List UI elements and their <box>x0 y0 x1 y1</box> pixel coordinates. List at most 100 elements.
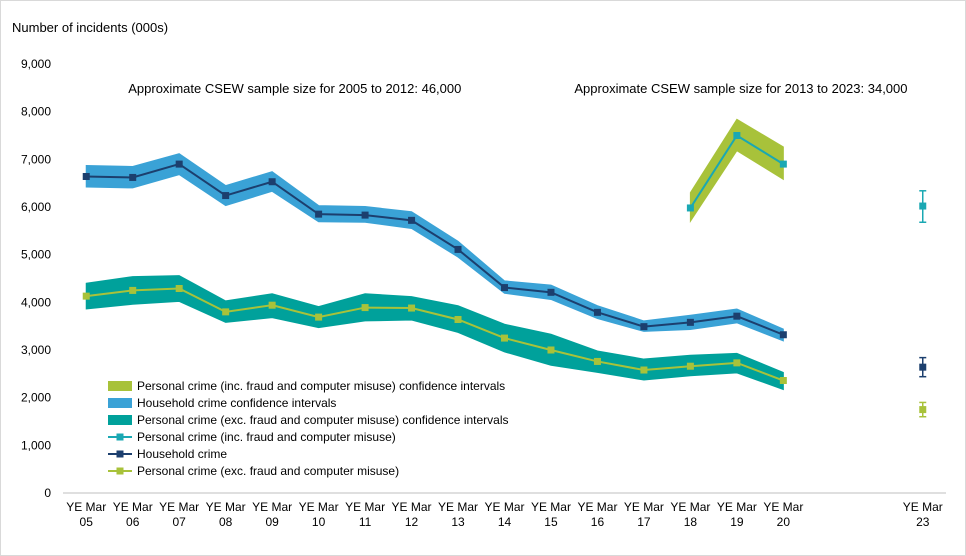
legend-swatch <box>108 415 132 425</box>
x-tick-label: YE Mar <box>159 500 199 514</box>
x-tick-label: YE Mar <box>66 500 106 514</box>
confidence-band <box>689 118 784 223</box>
data-point <box>733 312 741 320</box>
y-tick-label: 9,000 <box>21 57 51 71</box>
legend-swatch-marker <box>116 450 124 458</box>
y-tick-label: 1,000 <box>21 438 51 452</box>
data-point <box>175 160 183 168</box>
data-point <box>222 192 230 200</box>
x-tick-label: 09 <box>265 515 279 529</box>
data-point <box>686 362 694 370</box>
legend-swatch <box>108 381 132 391</box>
data-point <box>268 178 276 186</box>
data-point <box>686 318 694 326</box>
sample-size-annotation: Approximate CSEW sample size for 2005 to… <box>128 81 461 96</box>
data-point <box>640 323 648 331</box>
x-tick-label: 10 <box>312 515 326 529</box>
data-point <box>593 308 601 316</box>
confidence-band <box>85 153 784 342</box>
y-tick-label: 0 <box>44 486 51 500</box>
x-tick-label: 17 <box>637 515 651 529</box>
data-point <box>779 377 787 385</box>
confidence-band <box>85 275 784 391</box>
data-point <box>501 284 508 292</box>
data-point <box>454 245 462 253</box>
x-tick-label: 16 <box>591 515 605 529</box>
legend-label: Personal crime (exc. fraud and computer … <box>137 413 509 427</box>
data-point <box>919 406 927 414</box>
data-point <box>919 202 927 210</box>
x-tick-label: YE Mar <box>113 500 153 514</box>
data-point <box>408 216 416 224</box>
x-tick-label: 15 <box>544 515 558 529</box>
x-tick-label: YE Mar <box>531 500 571 514</box>
legend-swatch-marker <box>116 433 124 441</box>
x-tick-label: 13 <box>451 515 465 529</box>
data-point <box>315 210 323 218</box>
sample-size-annotation: Approximate CSEW sample size for 2013 to… <box>574 81 907 96</box>
y-tick-label: 5,000 <box>21 248 51 262</box>
x-tick-label: YE Mar <box>903 500 943 514</box>
x-tick-label: YE Mar <box>206 500 246 514</box>
annotations: Approximate CSEW sample size for 2005 to… <box>128 81 907 96</box>
x-tick-label: 05 <box>80 515 94 529</box>
data-point <box>361 211 369 219</box>
confidence-bands <box>85 118 784 391</box>
data-point <box>222 308 230 316</box>
data-series <box>82 132 927 418</box>
x-tick-label: YE Mar <box>484 500 524 514</box>
x-tick-label: 07 <box>173 515 187 529</box>
data-point <box>408 304 416 312</box>
x-tick-label: 06 <box>126 515 140 529</box>
series-line <box>86 163 784 336</box>
x-tick-label: YE Mar <box>345 500 385 514</box>
series-line <box>86 287 784 382</box>
legend-label: Household crime confidence intervals <box>137 396 336 410</box>
x-tick-label: YE Mar <box>577 500 617 514</box>
y-tick-label: 7,000 <box>21 152 51 166</box>
x-tick-label: YE Mar <box>392 500 432 514</box>
data-point <box>547 288 555 296</box>
y-axis-title: Number of incidents (000s) <box>12 20 168 35</box>
data-point <box>82 292 90 300</box>
data-point <box>129 173 137 181</box>
data-point <box>175 285 183 293</box>
y-tick-label: 3,000 <box>21 343 51 357</box>
x-tick-label: YE Mar <box>763 500 803 514</box>
data-point <box>547 346 555 354</box>
x-tick-label: 20 <box>777 515 791 529</box>
y-axis: 0 1,000 2,000 3,000 4,000 5,000 6,000 7,000 8,00… <box>21 57 51 500</box>
x-tick-label: YE Mar <box>670 500 710 514</box>
legend-label: Household crime <box>137 447 227 461</box>
data-point <box>779 331 787 339</box>
x-tick-label: 14 <box>498 515 512 529</box>
data-point <box>315 313 323 321</box>
legend-label: Personal crime (exc. fraud and computer … <box>137 464 399 478</box>
data-point <box>686 204 694 212</box>
x-tick-label: YE Mar <box>717 500 757 514</box>
data-point <box>779 160 787 168</box>
y-tick-label: 2,000 <box>21 391 51 405</box>
legend-swatch <box>108 398 132 408</box>
data-point <box>593 357 601 365</box>
y-tick-label: 8,000 <box>21 105 51 119</box>
data-point <box>640 366 648 374</box>
data-point <box>454 315 462 323</box>
legend: Personal crime (inc. fraud and computer … <box>108 379 509 478</box>
legend-swatch-marker <box>116 467 124 475</box>
x-tick-label: YE Mar <box>252 500 292 514</box>
x-tick-label: YE Mar <box>624 500 664 514</box>
data-point <box>919 363 927 371</box>
data-point <box>733 359 741 367</box>
x-tick-label: 08 <box>219 515 233 529</box>
data-point <box>733 132 741 139</box>
x-tick-label: YE Mar <box>438 500 478 514</box>
x-tick-label: 23 <box>916 515 930 529</box>
x-tick-label: 11 <box>359 515 372 529</box>
x-tick-label: 18 <box>684 515 698 529</box>
data-point <box>361 304 369 312</box>
data-point <box>501 334 508 342</box>
y-tick-label: 4,000 <box>21 295 51 309</box>
